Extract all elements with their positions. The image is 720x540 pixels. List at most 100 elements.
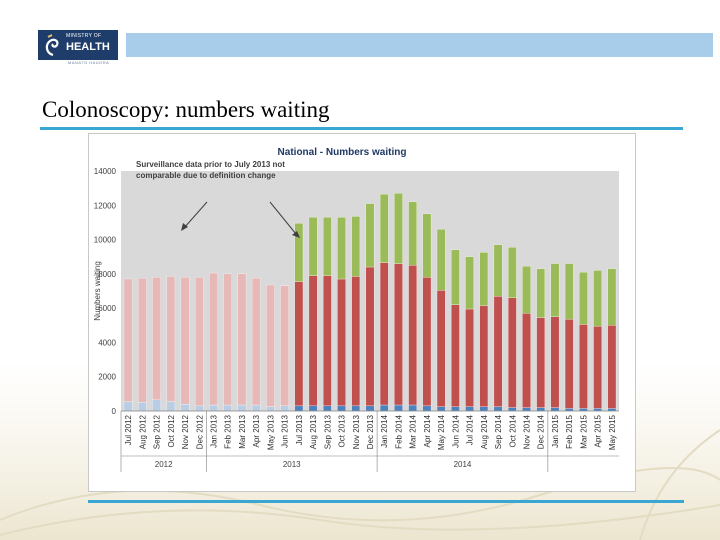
bar-segment — [422, 213, 432, 278]
y-tick-label: 6000 — [98, 304, 116, 313]
annotation-arrow-left — [183, 201, 208, 229]
bar-segment — [579, 324, 588, 409]
bar-segment — [593, 270, 602, 327]
x-tick-label: Feb 2014 — [394, 414, 403, 448]
x-tick-label: Sep 2014 — [494, 414, 503, 449]
year-group-label: 2012 — [155, 460, 173, 469]
bar-segment — [465, 406, 474, 412]
x-tick-label: Nov 2013 — [352, 414, 361, 449]
chart-title: National - Numbers waiting — [278, 147, 407, 158]
year-group-label: 2014 — [454, 460, 472, 469]
x-tick-label: Apr 2013 — [252, 414, 261, 447]
bar-segment — [351, 405, 361, 412]
bar-segment — [337, 278, 346, 407]
bar-segment — [550, 263, 560, 317]
bar-segment — [579, 271, 588, 325]
bar-segment — [194, 405, 204, 412]
bar-segment — [508, 297, 517, 408]
bar-segment — [479, 252, 489, 306]
bar-segment — [209, 272, 218, 406]
bar-segment — [522, 407, 531, 412]
logo-ministry-text: MINISTRY OF — [66, 33, 102, 39]
bar-segment — [308, 405, 318, 412]
x-tick-label: Dec 2012 — [195, 414, 204, 449]
bar-segment — [564, 263, 574, 320]
bar-segment — [451, 406, 460, 412]
x-tick-label: Jun 2014 — [451, 414, 460, 447]
bar-segment — [379, 193, 389, 263]
bar-segment — [479, 406, 489, 412]
bar-segment — [550, 407, 560, 412]
bar-segment — [508, 407, 517, 412]
footer-divider — [88, 500, 684, 503]
bar-segment — [152, 277, 161, 401]
y-tick-label: 10000 — [94, 236, 117, 245]
bar-segment — [180, 403, 190, 412]
chart-frame: National - Numbers waiting 0 2000 4000 6000… — [88, 133, 636, 492]
x-tick-label: Nov 2012 — [181, 414, 190, 449]
bar-segment — [365, 203, 375, 268]
x-tick-label: Sep 2013 — [323, 414, 332, 449]
bar-segment — [479, 305, 489, 407]
bar-segment — [223, 404, 232, 412]
bar-segment — [308, 217, 318, 276]
bar-segment — [365, 405, 375, 412]
bar-segment — [408, 404, 417, 412]
bar-segment — [436, 289, 446, 407]
bar-segment — [408, 265, 417, 406]
x-tick-label: Aug 2013 — [309, 414, 318, 449]
x-tick-label: Apr 2014 — [423, 414, 432, 447]
bar-segment — [522, 265, 531, 314]
bar-segment — [294, 281, 304, 407]
bar-segment — [266, 406, 275, 412]
x-tick-label: Sep 2012 — [153, 414, 162, 449]
x-tick-label: May 2014 — [437, 414, 446, 450]
x-tick-label: Nov 2014 — [523, 414, 532, 449]
x-tick-label: Dec 2013 — [366, 414, 375, 449]
bar-segment — [536, 407, 546, 412]
bar-segment — [166, 276, 176, 402]
bar-segment — [323, 275, 332, 407]
bar-segment — [607, 325, 617, 409]
y-tick-label: 4000 — [98, 338, 116, 347]
bar-segment — [522, 313, 531, 408]
bar-segment — [394, 263, 403, 406]
x-tick-label: Feb 2015 — [565, 414, 574, 448]
title-divider — [40, 127, 683, 130]
bar-segment — [422, 277, 432, 407]
x-tick-label: Oct 2013 — [338, 414, 347, 447]
bar-segment — [237, 404, 247, 412]
x-tick-label: May 2015 — [608, 414, 617, 450]
bar-segment — [308, 275, 318, 407]
bar-segment — [394, 193, 403, 264]
bar-segment — [323, 217, 332, 276]
bar-segment — [280, 405, 289, 412]
y-tick-label: 12000 — [94, 201, 117, 210]
bar-segment — [436, 229, 446, 291]
bar-segment — [337, 217, 346, 280]
x-tick-label: May 2013 — [266, 414, 275, 450]
bar-segment — [138, 402, 147, 412]
x-tick-label: Jun 2013 — [281, 414, 290, 447]
bar-segment — [123, 401, 133, 412]
bar-segment — [493, 244, 503, 297]
bar-segment — [365, 266, 375, 407]
bar-segment — [180, 277, 190, 405]
bar-segment — [294, 405, 304, 412]
annotation-arrows — [181, 201, 300, 238]
x-tick-label: Jan 2015 — [551, 414, 560, 447]
bar-segment — [536, 268, 546, 318]
x-tick-label: Jul 2013 — [295, 414, 304, 445]
x-tick-label: Mar 2013 — [238, 414, 247, 448]
x-tick-label: Oct 2014 — [508, 414, 517, 447]
bar-segment — [379, 404, 389, 412]
x-tick-label: Oct 2012 — [167, 414, 176, 447]
year-group-label: 2013 — [283, 460, 301, 469]
x-tick-label: Jan 2014 — [380, 414, 389, 447]
bar-segment — [436, 406, 446, 412]
bar-segment — [294, 223, 304, 282]
y-tick-label: 8000 — [98, 270, 116, 279]
bar-segment — [337, 405, 346, 412]
x-tick-label: Feb 2013 — [224, 414, 233, 448]
annotation-arrowhead-right — [292, 231, 300, 238]
